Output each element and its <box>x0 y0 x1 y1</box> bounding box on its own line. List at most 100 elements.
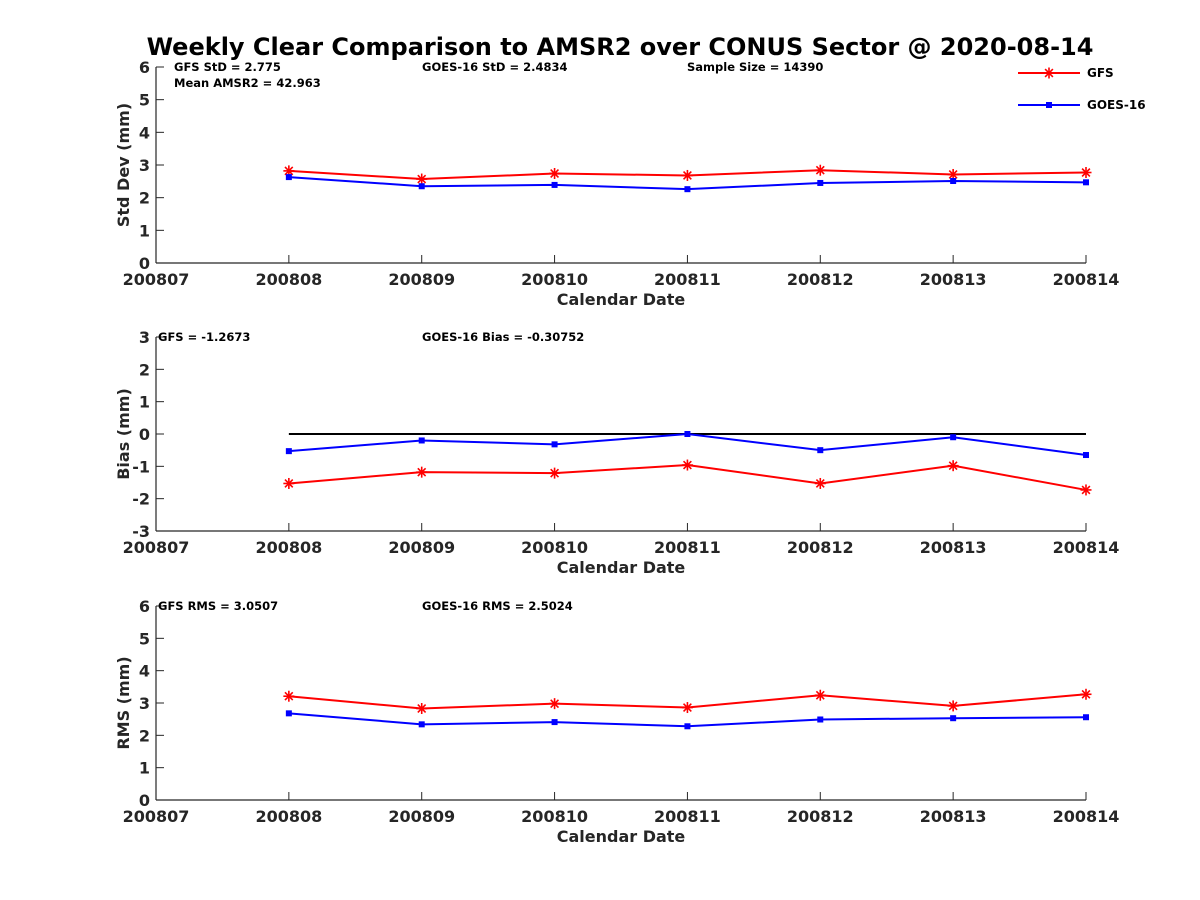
x-tick-label: 200808 <box>255 538 322 557</box>
std-dev-panel: 0 1 2 3 4 5 6 200807 200808 200809 200810 200811 200… <box>114 58 1119 309</box>
data-point-gfs <box>681 169 693 181</box>
data-point-gfs <box>549 698 561 710</box>
y-tick-label: -2 <box>132 490 150 509</box>
data-point-goes-16 <box>285 174 292 181</box>
stat-annotation: GFS = -1.2673 <box>158 330 250 344</box>
y-tick-label: 2 <box>139 726 150 745</box>
x-tick-label: 200812 <box>787 538 854 557</box>
y-tick-label: 6 <box>139 597 150 616</box>
x-tick-label: 200808 <box>255 807 322 826</box>
data-point-goes-16 <box>285 710 292 717</box>
data-point-gfs <box>947 460 959 472</box>
y-tick-label: 1 <box>139 221 150 240</box>
stat-annotation: GOES-16 Bias = -0.30752 <box>422 330 584 344</box>
stat-annotation: GFS StD = 2.775 <box>174 60 281 74</box>
data-point-gfs <box>814 689 826 701</box>
data-point-gfs <box>1080 484 1092 496</box>
data-point-gfs <box>814 164 826 176</box>
data-point-goes-16 <box>551 441 558 448</box>
x-tick-label: 200810 <box>521 270 588 289</box>
stat-annotation: GFS RMS = 3.0507 <box>158 599 278 613</box>
y-axis-label: Std Dev (mm) <box>114 103 133 227</box>
x-tick-label: 200807 <box>123 270 190 289</box>
legend: GFS GOES-16 <box>1018 66 1146 112</box>
y-tick-label: 4 <box>139 662 150 681</box>
rms-panel: 0 1 2 3 4 5 6 200807 200808 200809 200810 200811 200… <box>114 597 1119 846</box>
y-tick-label: 6 <box>139 58 150 77</box>
data-point-gfs <box>549 467 561 479</box>
y-tick-label: -1 <box>132 457 150 476</box>
x-tick-label: 200813 <box>920 807 987 826</box>
chart-title: Weekly Clear Comparison to AMSR2 over CO… <box>147 33 1094 61</box>
x-tick-label: 200810 <box>521 538 588 557</box>
x-tick-label: 200814 <box>1053 270 1120 289</box>
data-point-gfs <box>416 702 428 714</box>
y-tick-label: 3 <box>139 694 150 713</box>
data-point-gfs <box>681 702 693 714</box>
data-point-gfs <box>416 173 428 185</box>
x-tick-label: 200812 <box>787 270 854 289</box>
data-point-goes-16 <box>418 183 425 190</box>
y-tick-label: 1 <box>139 759 150 778</box>
x-tick-label: 200809 <box>388 270 455 289</box>
x-tick-label: 200812 <box>787 807 854 826</box>
data-point-gfs <box>283 477 295 489</box>
x-tick-label: 200810 <box>521 807 588 826</box>
data-point-goes-16 <box>950 434 957 441</box>
data-point-gfs <box>416 466 428 478</box>
x-axis-label: Calendar Date <box>557 558 686 577</box>
bias-panel: -3 -2 -1 0 1 2 3 200807 200808 200809 200810 200811… <box>114 328 1119 577</box>
data-point-goes-16 <box>684 431 691 437</box>
data-point-gfs <box>947 700 959 712</box>
data-point-goes-16 <box>950 178 957 185</box>
legend-label-goes-16: GOES-16 <box>1087 98 1146 112</box>
legend-marker-gfs <box>1043 67 1055 79</box>
x-tick-label: 200811 <box>654 807 721 826</box>
data-point-gfs <box>549 167 561 179</box>
x-axis-label: Calendar Date <box>557 827 686 846</box>
y-tick-label: 4 <box>139 123 150 142</box>
x-tick-label: 200809 <box>388 807 455 826</box>
data-point-goes-16 <box>285 448 292 455</box>
data-point-gfs <box>1080 688 1092 700</box>
data-point-goes-16 <box>817 716 824 723</box>
x-tick-label: 200813 <box>920 538 987 557</box>
x-axis-label: Calendar Date <box>557 290 686 309</box>
x-tick-label: 200814 <box>1053 807 1120 826</box>
stat-annotation: Mean AMSR2 = 42.963 <box>174 76 321 90</box>
y-axis-label: RMS (mm) <box>114 656 133 749</box>
stat-annotation: Sample Size = 14390 <box>687 60 823 74</box>
data-point-gfs <box>814 477 826 489</box>
y-tick-label: 2 <box>139 360 150 379</box>
y-axis-label: Bias (mm) <box>114 388 133 480</box>
data-point-goes-16 <box>418 437 425 444</box>
data-point-gfs <box>681 459 693 471</box>
y-tick-label: 0 <box>139 425 150 444</box>
stat-annotation: GOES-16 StD = 2.4834 <box>422 60 567 74</box>
data-point-goes-16 <box>418 721 425 728</box>
y-tick-label: -3 <box>132 522 150 541</box>
y-tick-label: 1 <box>139 393 150 412</box>
y-tick-label: 5 <box>139 629 150 648</box>
data-point-goes-16 <box>1083 714 1089 721</box>
data-point-gfs <box>283 690 295 702</box>
data-point-goes-16 <box>551 181 558 188</box>
y-tick-label: 3 <box>139 328 150 347</box>
data-point-goes-16 <box>684 186 691 193</box>
stat-annotation: GOES-16 RMS = 2.5024 <box>422 599 573 613</box>
legend-marker-goes-16 <box>1046 102 1052 108</box>
data-point-gfs <box>283 165 295 177</box>
x-tick-label: 200808 <box>255 270 322 289</box>
y-tick-label: 0 <box>139 791 150 810</box>
data-point-goes-16 <box>950 715 957 722</box>
data-point-goes-16 <box>1083 452 1089 459</box>
x-tick-label: 200814 <box>1053 538 1120 557</box>
data-point-goes-16 <box>817 447 824 454</box>
x-tick-label: 200807 <box>123 807 190 826</box>
x-tick-label: 200809 <box>388 538 455 557</box>
x-tick-label: 200813 <box>920 270 987 289</box>
x-tick-label: 200807 <box>123 538 190 557</box>
y-tick-label: 3 <box>139 156 150 175</box>
